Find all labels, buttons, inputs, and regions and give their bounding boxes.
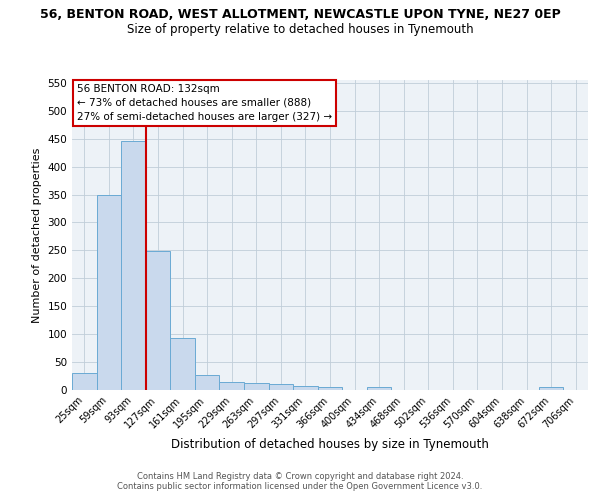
Bar xyxy=(293,386,318,390)
Bar xyxy=(539,387,563,390)
Bar xyxy=(269,384,293,390)
Bar xyxy=(318,387,342,390)
Text: Contains public sector information licensed under the Open Government Licence v3: Contains public sector information licen… xyxy=(118,482,482,491)
Bar xyxy=(97,194,121,390)
Bar xyxy=(220,382,244,390)
Bar xyxy=(244,382,269,390)
X-axis label: Distribution of detached houses by size in Tynemouth: Distribution of detached houses by size … xyxy=(171,438,489,451)
Bar xyxy=(195,376,220,390)
Bar xyxy=(170,338,195,390)
Text: 56 BENTON ROAD: 132sqm
← 73% of detached houses are smaller (888)
27% of semi-de: 56 BENTON ROAD: 132sqm ← 73% of detached… xyxy=(77,84,332,122)
Y-axis label: Number of detached properties: Number of detached properties xyxy=(32,148,42,322)
Bar xyxy=(367,387,391,390)
Text: Size of property relative to detached houses in Tynemouth: Size of property relative to detached ho… xyxy=(127,22,473,36)
Text: 56, BENTON ROAD, WEST ALLOTMENT, NEWCASTLE UPON TYNE, NE27 0EP: 56, BENTON ROAD, WEST ALLOTMENT, NEWCAST… xyxy=(40,8,560,20)
Bar xyxy=(121,142,146,390)
Bar xyxy=(72,373,97,390)
Bar xyxy=(146,252,170,390)
Text: Contains HM Land Registry data © Crown copyright and database right 2024.: Contains HM Land Registry data © Crown c… xyxy=(137,472,463,481)
